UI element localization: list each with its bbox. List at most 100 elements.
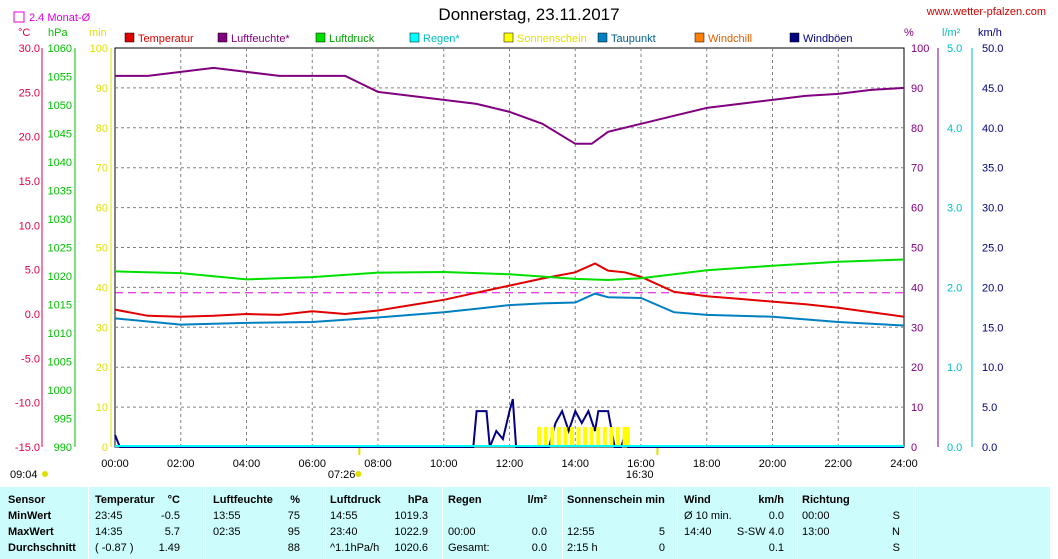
x-tick-label: 02:00 (167, 458, 195, 470)
month-avg-label: 2.4 Monat-Ø (29, 12, 91, 24)
table-cell: S (892, 542, 900, 554)
table-cell: 02:35 (213, 526, 241, 538)
legend-swatch (789, 32, 800, 43)
x-tick-label: 24:00 (890, 458, 918, 470)
table-cell: 0 (658, 542, 665, 554)
table-cell: 00:00 (448, 526, 476, 538)
table-cell: 13:55 (213, 510, 241, 522)
sunset-time: 16:30 (626, 469, 654, 481)
table-cell: 1020.6 (394, 542, 428, 554)
humidity-unit-label: % (904, 27, 914, 39)
table-header-cell: Temperatur (95, 494, 155, 506)
pressure-tick-label: 1020 (48, 271, 72, 283)
table-cell: MaxWert (8, 526, 54, 538)
weather-chart: 30.0 25.0 20.0 15.0 10.0 5.0 0.0 -5.0 -10.0 -15.0… (10, 11, 1003, 481)
table-separator (205, 487, 206, 559)
table-cell: Durchschnitt (8, 542, 76, 554)
sunshine-tick-label: 30 (96, 322, 108, 334)
legend-swatch (217, 32, 228, 43)
temp-tick-label: -10.0 (15, 398, 40, 410)
temp-tick-label: -5.0 (21, 353, 40, 365)
stats-table: Sensor Temperatur °C Luftfeuchte% Luftdruck h… (0, 487, 1050, 559)
sunshine-bar (563, 427, 568, 447)
pressure-unit-label: hPa (48, 27, 68, 39)
x-tick-label: 00:00 (101, 458, 129, 470)
rain-tick-label: 4.0 (947, 123, 962, 135)
pressure-tick-label: 995 (54, 414, 72, 426)
table-cell: Ø 10 min. (684, 510, 732, 522)
sunshine-tick-label: 60 (96, 203, 108, 215)
wind-tick-label: 5.0 (982, 402, 997, 414)
site-link[interactable]: www.wetter-pfalzen.com (926, 6, 1046, 18)
sunshine-bar (556, 427, 561, 447)
rain-unit-label: l/m² (942, 27, 961, 39)
wind-unit-label: km/h (978, 27, 1002, 39)
legend-swatch (597, 32, 608, 43)
table-separator (88, 487, 89, 559)
legend-swatch (315, 32, 326, 43)
table-cell: 14:40 (684, 526, 712, 538)
x-axis: 00:00 02:00 04:00 06:00 08:00 10:00 12:00 14:00… (10, 447, 918, 481)
pressure-tick-label: 1050 (48, 100, 72, 112)
table-separator (797, 487, 798, 559)
x-tick-label: 16:00 (627, 458, 655, 470)
pressure-tick-label: 1060 (48, 43, 72, 55)
sunrise-icon (355, 471, 362, 477)
humidity-tick-label: 10 (911, 402, 923, 414)
table-cell: S-SW 4.0 (736, 526, 784, 538)
table-cell: 5 (658, 526, 665, 538)
pressure-tick-label: 1055 (48, 72, 72, 84)
series-layer (114, 66, 905, 448)
legend-swatch (503, 32, 514, 43)
humidity-tick-label: 90 (911, 83, 923, 95)
table-cell: 23:40 (330, 526, 358, 538)
x-tick-label: 04:00 (233, 458, 261, 470)
table-cell: 88 (287, 542, 300, 554)
table-cell: 14:55 (330, 510, 358, 522)
table-cell: 0.0 (768, 510, 784, 522)
wind-tick-label: 35.0 (982, 163, 1003, 175)
sunshine-tick-label: 20 (96, 362, 108, 374)
x-tick-label: 18:00 (693, 458, 721, 470)
table-header-cell: km/h (758, 494, 784, 506)
table-cell: 0.0 (531, 526, 547, 538)
x-tick-label: 08:00 (364, 458, 392, 470)
humidity-tick-label: 0 (911, 442, 917, 454)
sunshine-bar (622, 427, 627, 447)
temp-tick-label: 20.0 (19, 132, 40, 144)
pressure-tick-label: 1000 (48, 385, 72, 397)
legend-label: Taupunkt (611, 33, 656, 45)
table-cell: 75 (287, 510, 300, 522)
table-header-cell: l/m² (527, 494, 547, 506)
sunshine-tick-label: 90 (96, 83, 108, 95)
legend-swatch (409, 32, 420, 43)
series-line-luftdruck (114, 258, 905, 282)
wind-tick-label: 10.0 (982, 362, 1003, 374)
table-cell: 1022.9 (394, 526, 428, 538)
left-axes: 30.0 25.0 20.0 15.0 10.0 5.0 0.0 -5.0 -10.0 -15.0… (13, 11, 112, 454)
rain-tick-label: 5.0 (947, 43, 962, 55)
sunshine-bar (576, 427, 581, 447)
series-line-luftfeuchte (115, 66, 905, 145)
sunshine-bar (550, 427, 555, 447)
table-header-cell: Wind (684, 494, 711, 506)
x-tick-label: 10:00 (430, 458, 458, 470)
table-cell: ^1.1hPa/h (330, 542, 380, 554)
temp-tick-label: 0.0 (25, 309, 40, 321)
sunshine-bar (602, 427, 607, 447)
table-cell: Gesamt: (448, 542, 490, 554)
rain-tick-label: 1.0 (947, 362, 962, 374)
legend-label: Luftfeuchte* (231, 33, 290, 45)
table-separator (325, 487, 326, 559)
table-cell: 2:15 h (567, 542, 598, 554)
x-tick-label: 20:00 (759, 458, 787, 470)
humidity-tick-label: 70 (911, 163, 923, 175)
pressure-tick-label: 1005 (48, 357, 72, 369)
table-separator (562, 487, 563, 559)
rain-tick-label: 0.0 (947, 442, 962, 454)
table-separator (442, 487, 443, 559)
table-header-cell: Luftfeuchte (213, 494, 273, 506)
humidity-tick-label: 100 (911, 43, 929, 55)
table-header-cell: Luftdruck (330, 494, 381, 506)
legend-label: Temperatur (138, 33, 194, 45)
